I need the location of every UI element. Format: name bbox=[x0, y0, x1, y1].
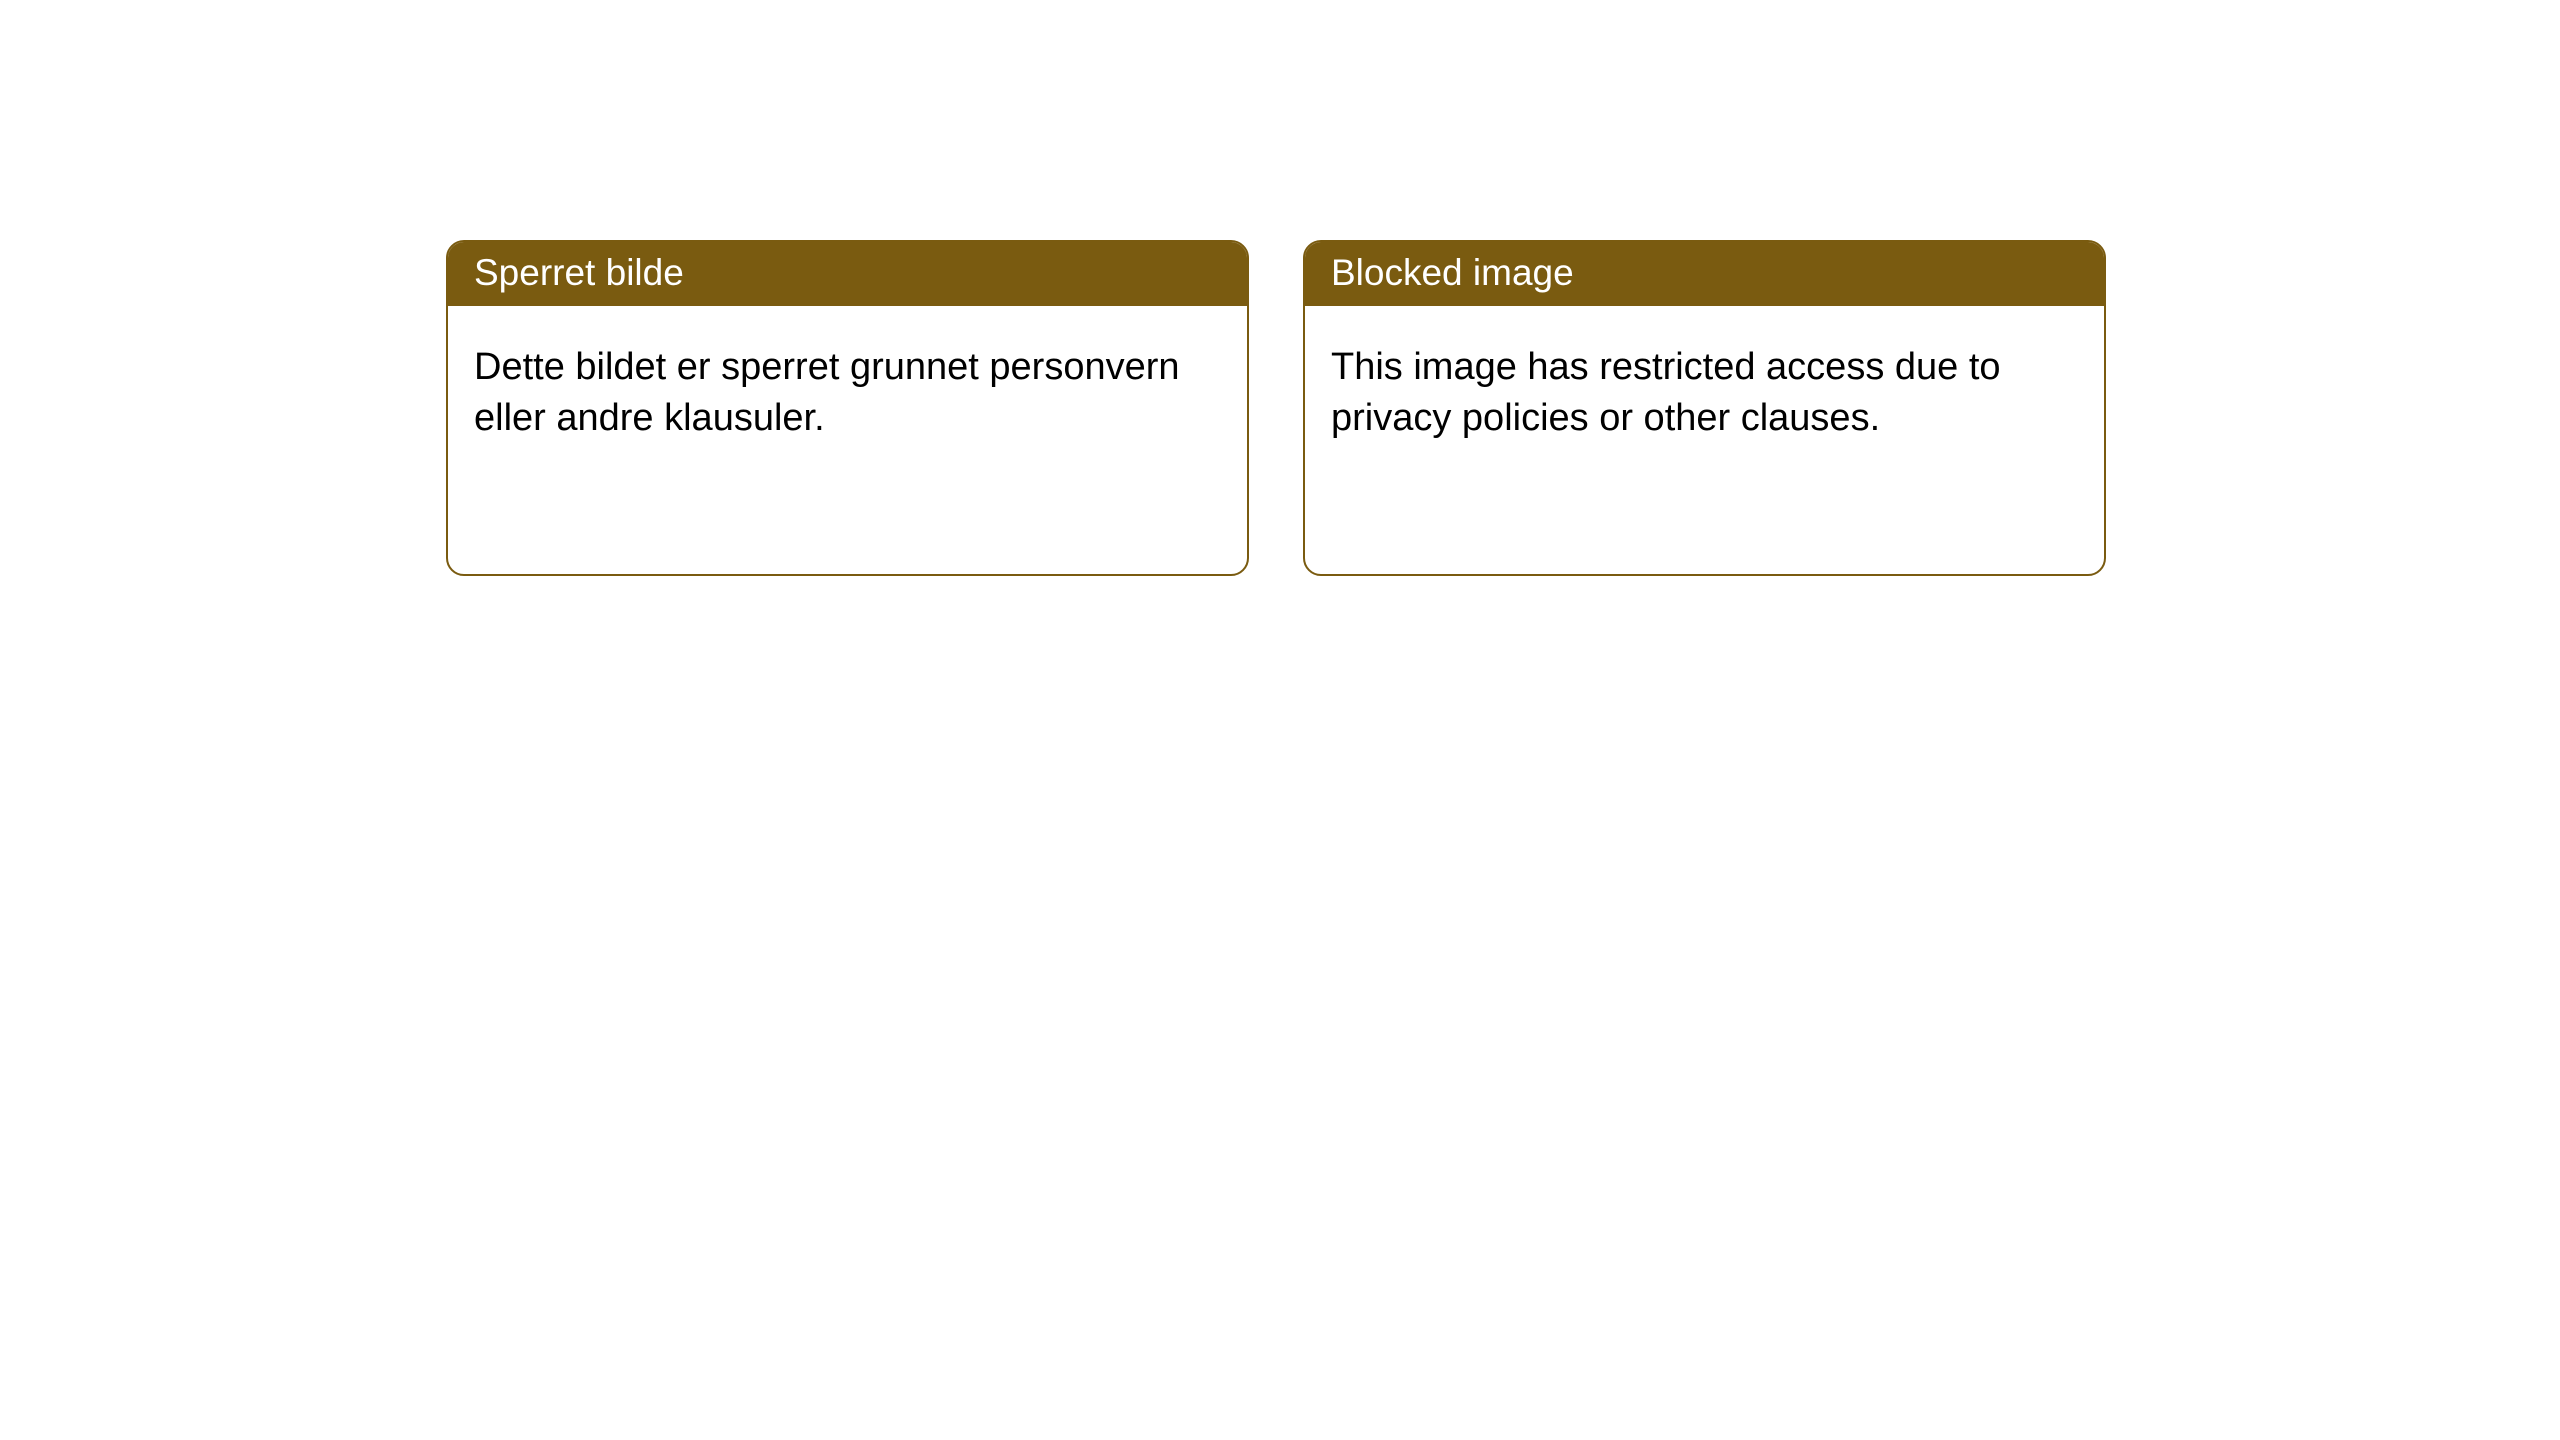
notice-cards-container: Sperret bilde Dette bildet er sperret gr… bbox=[446, 240, 2560, 576]
card-title: Sperret bilde bbox=[474, 252, 684, 293]
notice-card-english: Blocked image This image has restricted … bbox=[1303, 240, 2106, 576]
card-title: Blocked image bbox=[1331, 252, 1574, 293]
card-body: This image has restricted access due to … bbox=[1305, 306, 2104, 470]
card-body-text: Dette bildet er sperret grunnet personve… bbox=[474, 346, 1180, 439]
card-body-text: This image has restricted access due to … bbox=[1331, 346, 2001, 439]
card-header: Blocked image bbox=[1305, 242, 2104, 306]
notice-card-norwegian: Sperret bilde Dette bildet er sperret gr… bbox=[446, 240, 1249, 576]
card-body: Dette bildet er sperret grunnet personve… bbox=[448, 306, 1247, 470]
card-header: Sperret bilde bbox=[448, 242, 1247, 306]
